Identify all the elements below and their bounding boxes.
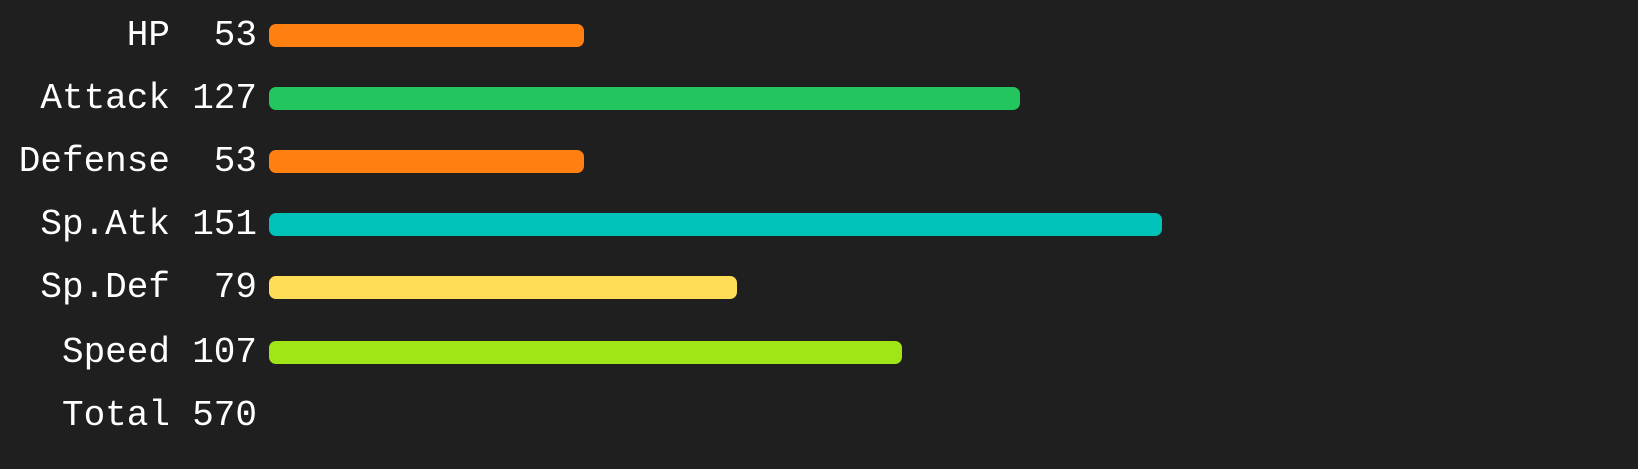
stat-bar-sp-atk	[269, 213, 1162, 236]
stat-value-attack: 127	[192, 78, 257, 119]
stat-label-speed: Speed	[61, 332, 170, 373]
stat-bar-sp-def	[269, 276, 737, 299]
stat-row-sp-def: Sp.Def 79	[0, 268, 1638, 308]
stat-bar-attack	[269, 87, 1020, 110]
stat-label-sp-def: Sp.Def	[40, 267, 170, 308]
stat-value-hp: 53	[213, 15, 257, 56]
stat-label-hp: HP	[126, 15, 170, 56]
stat-label-sp-atk: Sp.Atk	[40, 204, 170, 245]
stat-row-speed: Speed 107	[0, 333, 1638, 373]
stat-row-defense: Defense 53	[0, 142, 1638, 182]
stat-value-defense: 53	[213, 141, 257, 182]
stat-value-sp-def: 79	[213, 267, 257, 308]
stat-row-sp-atk: Sp.Atk 151	[0, 205, 1638, 245]
total-label: Total	[61, 395, 170, 436]
stat-value-sp-atk: 151	[192, 204, 257, 245]
stat-value-speed: 107	[192, 332, 257, 373]
stat-bar-defense	[269, 150, 584, 173]
stat-label-attack: Attack	[40, 78, 170, 119]
stat-label-defense: Defense	[18, 141, 170, 182]
stat-row-total: Total 570	[0, 396, 1638, 436]
total-value: 570	[192, 395, 257, 436]
stat-row-hp: HP 53	[0, 16, 1638, 56]
stat-bar-hp	[269, 24, 584, 47]
stat-row-attack: Attack 127	[0, 79, 1638, 119]
stat-bar-speed	[269, 341, 902, 364]
